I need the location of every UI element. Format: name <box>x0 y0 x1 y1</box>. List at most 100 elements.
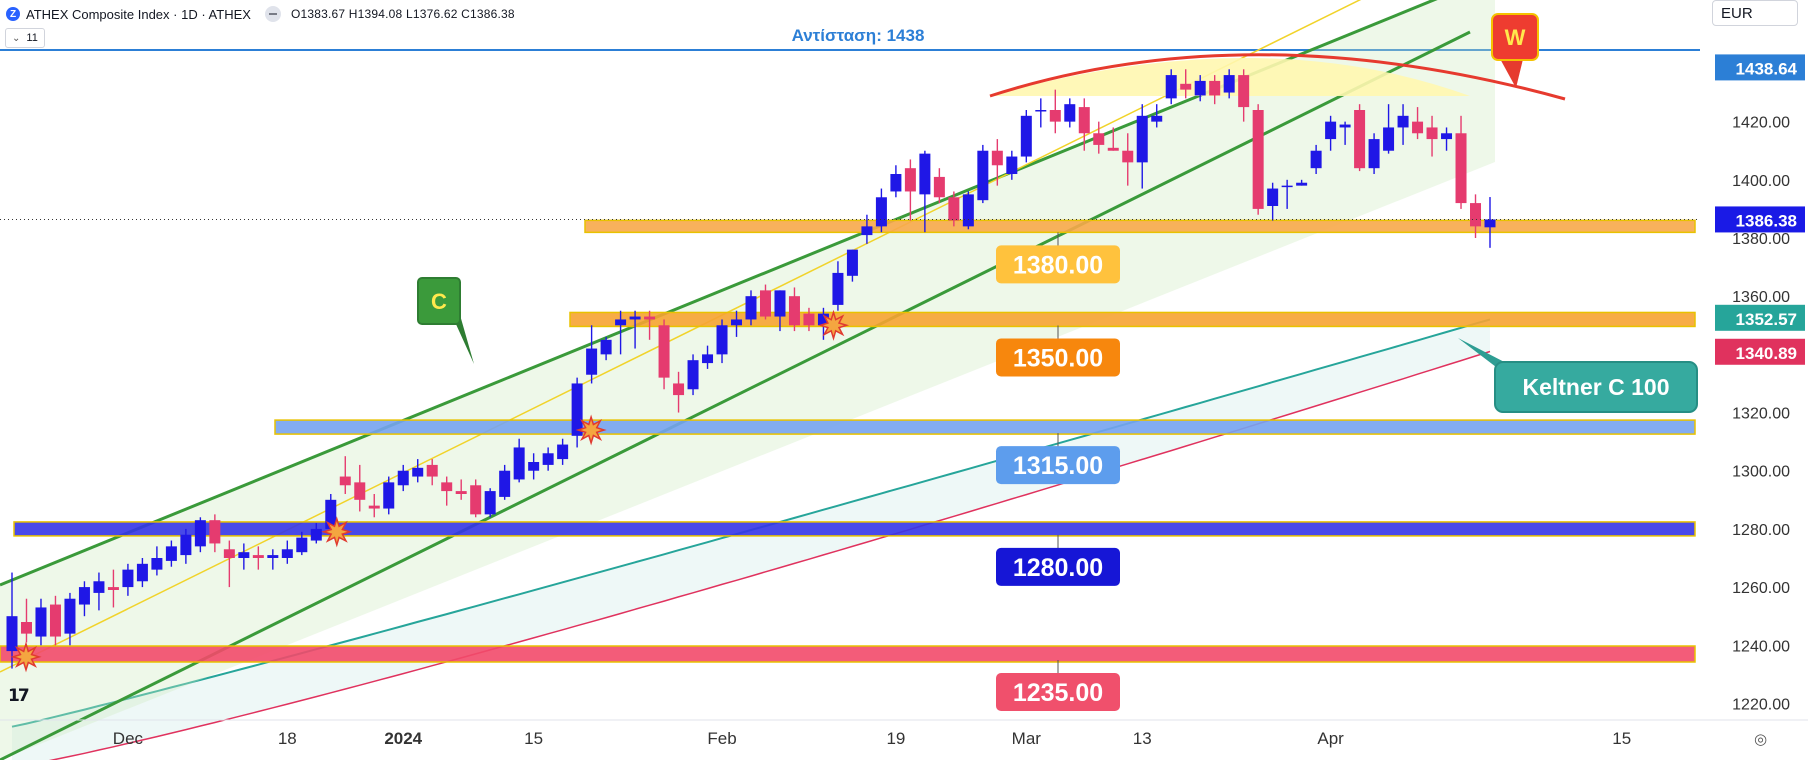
candle-body <box>296 537 308 553</box>
channel-lower-line <box>0 30 1471 760</box>
candle-body <box>1267 188 1279 206</box>
candle <box>846 249 858 282</box>
candle <box>904 159 916 221</box>
price-label-text: 1438.64 <box>1736 59 1798 78</box>
candle-body <box>542 453 554 465</box>
candle <box>397 464 409 492</box>
candle <box>658 319 670 390</box>
candle <box>1165 69 1177 105</box>
candle <box>600 336 612 361</box>
breakout-star-icon <box>321 516 353 548</box>
candle <box>788 287 800 332</box>
candle-body <box>1455 133 1467 204</box>
candle-body <box>107 587 119 590</box>
candle-body <box>1107 147 1119 151</box>
callout-w-label: W <box>1505 25 1526 50</box>
candle-body <box>6 616 18 652</box>
candle <box>861 214 873 244</box>
candle-body <box>383 482 395 509</box>
candle <box>919 150 931 233</box>
candle-body <box>759 290 771 317</box>
indicators-toggle[interactable]: ⌄ 11 <box>5 28 45 48</box>
candle <box>1296 179 1308 186</box>
candle <box>1093 121 1105 154</box>
candle-body <box>20 622 32 634</box>
candle-body <box>571 383 583 436</box>
price-axis-tick: 1300.00 <box>1732 464 1790 481</box>
candle-body <box>702 354 714 364</box>
price-label-text: 1386.38 <box>1736 211 1797 230</box>
more-options-icon[interactable] <box>264 6 281 22</box>
price-axis-tick: 1280.00 <box>1732 522 1790 539</box>
candle-body <box>1035 110 1047 112</box>
candle-body <box>716 325 728 355</box>
candle <box>1122 133 1134 186</box>
price-label: 1352.57 <box>1715 304 1805 331</box>
candle <box>702 345 714 369</box>
candle <box>586 325 598 384</box>
candle-body <box>832 272 844 305</box>
currency-button[interactable]: EUR <box>1712 0 1798 26</box>
level-tag: 1380.00 <box>996 232 1120 284</box>
candle <box>644 310 656 340</box>
candle-body <box>1296 182 1308 186</box>
candle-body <box>397 470 409 486</box>
candle-body <box>1426 127 1438 140</box>
candle <box>745 290 757 326</box>
time-axis-tick: Dec <box>113 729 144 748</box>
candle <box>774 290 786 332</box>
candle <box>136 558 148 588</box>
level-tag-box <box>996 338 1120 377</box>
level-band <box>584 219 1696 234</box>
candle <box>1078 98 1090 151</box>
level-tag: 1280.00 <box>996 534 1120 586</box>
time-axis-tick: 19 <box>886 729 905 748</box>
candle-body <box>1368 139 1380 169</box>
level-band <box>0 645 1696 663</box>
candle <box>1107 127 1119 151</box>
candle-body <box>267 555 279 558</box>
candle-body <box>310 528 322 541</box>
candle <box>1325 115 1337 151</box>
candle-body <box>1470 203 1482 227</box>
candle <box>948 191 960 227</box>
candle <box>1354 104 1366 172</box>
level-band <box>569 311 1696 328</box>
candle <box>557 438 569 465</box>
candle <box>716 319 728 364</box>
candle <box>49 595 61 646</box>
candle <box>1339 121 1351 145</box>
level-tag-label: 1235.00 <box>1013 679 1103 707</box>
symbol-title[interactable]: ATHEX Composite Index · 1D · ATHEX <box>26 6 251 22</box>
candle <box>151 546 163 576</box>
candle-body <box>484 491 496 515</box>
candle-body <box>803 313 815 326</box>
candle <box>310 523 322 544</box>
candle-body <box>412 467 424 477</box>
candle <box>991 139 1003 186</box>
price-label-box <box>1715 54 1805 81</box>
candle-body <box>890 174 902 192</box>
candle <box>20 598 32 643</box>
price-axis-tick: 1380.00 <box>1732 231 1790 248</box>
candle-body <box>1252 110 1264 209</box>
candle-body <box>919 153 931 195</box>
price-axis <box>1700 28 1808 733</box>
settings-icon[interactable]: ◎ <box>1754 731 1768 748</box>
candle-body <box>1136 115 1148 163</box>
resistance-label: Αντίσταση: 1438 <box>792 26 925 45</box>
tradingview-logo-icon[interactable]: 17 <box>8 686 30 706</box>
candle <box>1006 150 1018 180</box>
level-tag-label: 1380.00 <box>1013 251 1103 279</box>
candle-body <box>194 520 206 547</box>
candle-body <box>122 569 134 588</box>
time-axis-tick: 2024 <box>384 729 422 748</box>
candle-body <box>1093 133 1105 145</box>
candle <box>1267 182 1279 221</box>
candle <box>426 459 438 486</box>
callout-c-box <box>417 277 461 325</box>
candle <box>1412 107 1424 140</box>
symbol-logo-icon[interactable]: Z <box>6 7 20 21</box>
price-label-text: 1340.89 <box>1736 344 1797 363</box>
